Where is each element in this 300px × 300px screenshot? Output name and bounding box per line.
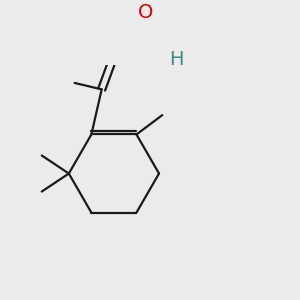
Text: H: H <box>169 50 183 69</box>
Text: O: O <box>138 3 153 22</box>
